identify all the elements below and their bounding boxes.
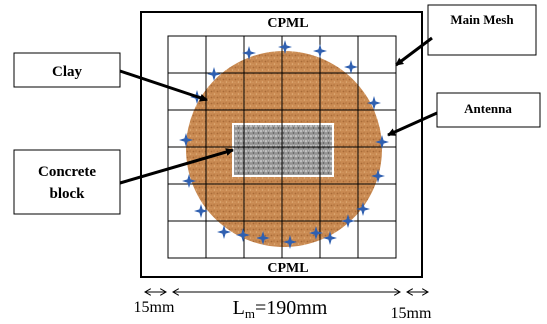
antenna-arrow [388,113,437,135]
main-mesh-label: Main Mesh [450,12,514,27]
mesh-length-label: Lm=190mm [233,297,328,321]
left-margin-label: 15mm [134,299,175,316]
concrete-label-line1: Concrete [38,164,96,180]
mesh-length-symbol: L [233,297,245,319]
antenna-star-icon [313,44,327,58]
antenna-star-icon [344,60,358,74]
mesh-length-subscript: m [245,306,255,321]
clay-label: Clay [52,64,83,80]
mesh-length-value: =190mm [255,297,328,319]
concrete-block [233,124,333,176]
clay-arrow [120,71,207,100]
main-mesh-arrow [396,38,432,65]
main-mesh-grid [168,36,396,258]
cpml-bottom-label: CPML [267,261,308,276]
antenna-label: Antenna [464,101,512,116]
cpml-top-label: CPML [267,16,308,31]
concrete-label-line2: block [49,186,85,202]
concrete-label-box [14,150,120,214]
right-margin-label: 15mm [391,305,432,322]
